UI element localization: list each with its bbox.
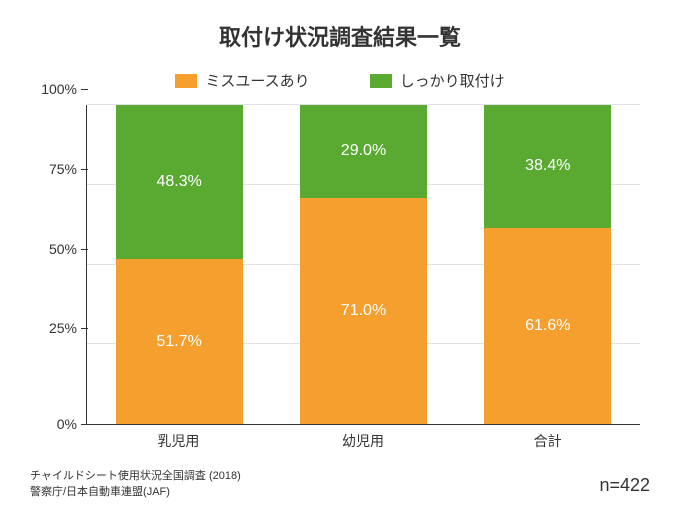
bar-label: 48.3% xyxy=(156,173,201,191)
bar-toddler: 29.0% 71.0% xyxy=(300,105,427,424)
ytick: 100% xyxy=(41,81,87,97)
legend-item-correct: しっかり取付け xyxy=(370,70,505,91)
bar-label: 61.6% xyxy=(525,317,570,335)
ytick: 25% xyxy=(49,320,87,336)
chart-container: 取付け状況調査結果一覧 ミスユースあり しっかり取付け 0% 25% 50% 7… xyxy=(0,0,680,510)
seg-misuse: 61.6% xyxy=(484,228,611,425)
seg-misuse: 51.7% xyxy=(116,259,243,424)
seg-correct: 38.4% xyxy=(484,105,611,227)
plot-area: 0% 25% 50% 75% 100% 48.3% 51.7% 29.0% 71… xyxy=(86,105,640,425)
seg-correct: 29.0% xyxy=(300,105,427,198)
ytick: 0% xyxy=(57,416,87,432)
bar-label: 51.7% xyxy=(156,333,201,351)
bars-group: 48.3% 51.7% 29.0% 71.0% 38.4% 61.6% xyxy=(87,105,640,424)
seg-misuse: 71.0% xyxy=(300,198,427,424)
ytick: 50% xyxy=(49,241,87,257)
bar-label: 38.4% xyxy=(525,157,570,175)
legend: ミスユースあり しっかり取付け xyxy=(30,70,650,91)
legend-swatch-correct xyxy=(370,74,392,88)
bar-label: 29.0% xyxy=(341,142,386,160)
bar-total: 38.4% 61.6% xyxy=(484,105,611,424)
legend-item-misuse: ミスユースあり xyxy=(175,70,309,91)
x-axis-labels: 乳児用 幼児用 合計 xyxy=(86,431,640,451)
bar-infant: 48.3% 51.7% xyxy=(116,105,243,424)
xlabel: 幼児用 xyxy=(299,431,426,451)
ytick: 75% xyxy=(49,161,87,177)
source-line1: チャイルドシート使用状況全国調査 (2018) xyxy=(30,469,241,484)
legend-label-misuse: ミスユースあり xyxy=(205,70,309,91)
bar-label: 71.0% xyxy=(341,302,386,320)
xlabel: 乳児用 xyxy=(115,431,242,451)
source-line2: 警察庁/日本自動車連盟(JAF) xyxy=(30,485,241,500)
source-footer: チャイルドシート使用状況全国調査 (2018) 警察庁/日本自動車連盟(JAF) xyxy=(30,469,241,500)
chart-title: 取付け状況調査結果一覧 xyxy=(30,20,650,52)
xlabel: 合計 xyxy=(484,431,611,451)
legend-swatch-misuse xyxy=(175,74,197,88)
sample-size-label: n=422 xyxy=(599,475,650,496)
legend-label-correct: しっかり取付け xyxy=(400,70,505,91)
seg-correct: 48.3% xyxy=(116,105,243,259)
